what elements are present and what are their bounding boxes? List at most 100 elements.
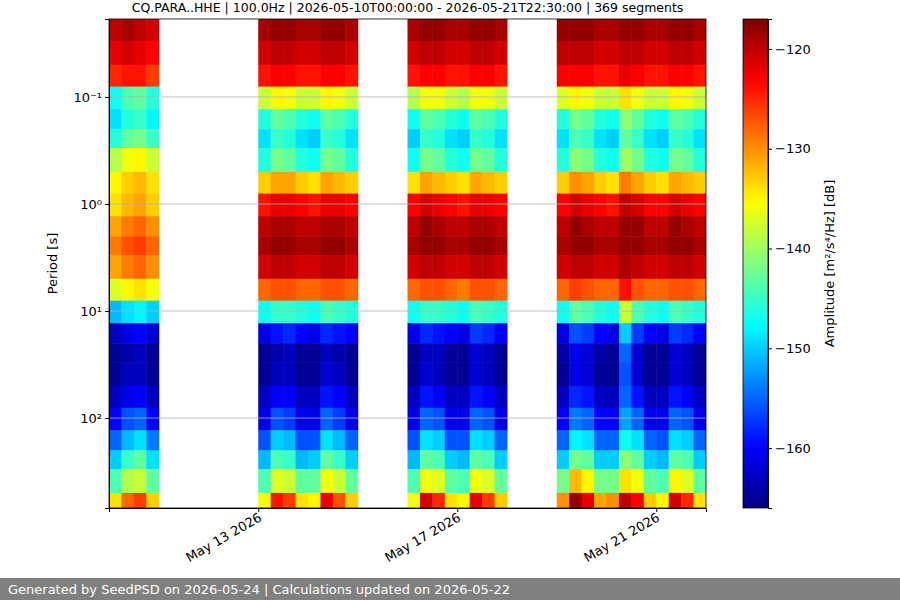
cell (320, 408, 333, 431)
cell (457, 343, 470, 362)
cell (594, 430, 607, 451)
cell (669, 450, 682, 469)
cell (470, 172, 483, 194)
cell (146, 408, 159, 431)
cell (694, 255, 706, 279)
cell (109, 109, 122, 130)
cell (308, 41, 321, 65)
cell (121, 323, 134, 344)
grid-line (109, 203, 706, 204)
cell (296, 109, 309, 130)
cell (594, 255, 607, 279)
cell (569, 386, 582, 408)
cell (445, 172, 458, 194)
cell (631, 408, 644, 431)
cell (271, 362, 284, 386)
cell (283, 19, 296, 41)
cell (320, 65, 333, 87)
cell (569, 323, 582, 344)
cell (470, 216, 483, 237)
cell (656, 343, 669, 362)
cell (146, 194, 159, 217)
cell (594, 301, 607, 324)
cell (109, 469, 122, 493)
cell (694, 216, 706, 237)
cell (283, 216, 296, 237)
cell (594, 87, 607, 110)
cell (258, 301, 271, 324)
cell (495, 109, 508, 130)
cell (582, 450, 595, 469)
cell (582, 430, 595, 451)
cell (631, 65, 644, 87)
cell (345, 386, 358, 408)
cell (681, 41, 694, 65)
y-tick-label: 10² (80, 411, 102, 426)
colorbar-tick-mark (768, 149, 772, 150)
cell (694, 430, 706, 451)
cell (681, 279, 694, 301)
cell (258, 450, 271, 469)
cell (134, 216, 147, 237)
cell (681, 19, 694, 41)
cell (482, 386, 495, 408)
cell (408, 87, 421, 110)
cell (694, 301, 706, 324)
cell (644, 323, 657, 344)
cell (619, 65, 632, 87)
cell (631, 19, 644, 41)
cell (320, 323, 333, 344)
cell (669, 386, 682, 408)
cell (320, 172, 333, 194)
cell (308, 469, 321, 493)
cell (109, 19, 122, 41)
cell (482, 148, 495, 172)
y-tick: 10¹ (80, 304, 109, 319)
cell (333, 430, 346, 451)
cell (631, 216, 644, 237)
cell (470, 362, 483, 386)
cell (420, 236, 433, 255)
cell (631, 129, 644, 148)
cell (482, 408, 495, 431)
cell (320, 129, 333, 148)
cell (681, 301, 694, 324)
y-tick: 10⁻¹ (73, 90, 109, 105)
cell (345, 450, 358, 469)
cell (271, 430, 284, 451)
cell (320, 450, 333, 469)
colorbar-axis-line (769, 20, 773, 509)
cell (258, 194, 271, 217)
cell (457, 216, 470, 237)
cell (296, 323, 309, 344)
cell (681, 323, 694, 344)
cell (320, 255, 333, 279)
y-tick: 10⁰ (80, 197, 109, 212)
cell (681, 408, 694, 431)
cell (557, 216, 570, 237)
cell (607, 172, 620, 194)
cell (457, 301, 470, 324)
cell (457, 493, 470, 508)
cell (619, 450, 632, 469)
cell (482, 109, 495, 130)
cell (121, 408, 134, 431)
cell (333, 216, 346, 237)
cell (445, 279, 458, 301)
cell (432, 450, 445, 469)
cell (258, 255, 271, 279)
cell (495, 450, 508, 469)
cell (296, 148, 309, 172)
cell (669, 194, 682, 217)
cell (408, 216, 421, 237)
colorbar-tick: −120 (768, 42, 811, 57)
cell (134, 386, 147, 408)
x-axis-line (110, 509, 707, 513)
y-axis-line (105, 20, 110, 509)
cell (470, 129, 483, 148)
cell (146, 386, 159, 408)
cell (109, 450, 122, 469)
cell (694, 279, 706, 301)
cell (582, 19, 595, 41)
cell (594, 362, 607, 386)
